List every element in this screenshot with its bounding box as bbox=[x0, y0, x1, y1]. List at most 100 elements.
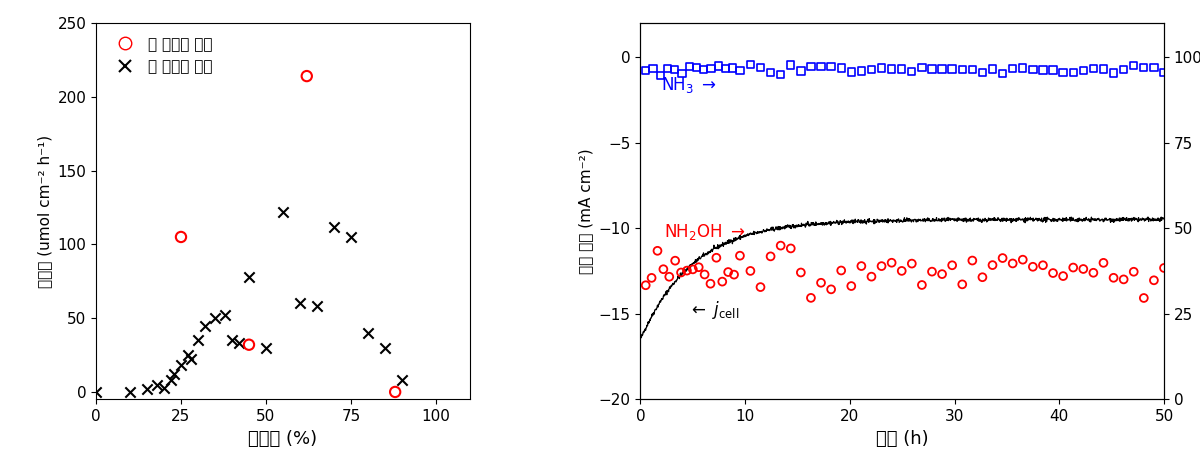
Point bbox=[1154, 69, 1174, 76]
Point bbox=[290, 300, 310, 307]
Point bbox=[1013, 256, 1032, 263]
Point bbox=[239, 341, 258, 348]
Text: NH$_2$OH $\rightarrow$: NH$_2$OH $\rightarrow$ bbox=[664, 222, 745, 242]
Point bbox=[1074, 265, 1093, 273]
Point bbox=[298, 73, 317, 80]
Point bbox=[172, 362, 191, 369]
Point bbox=[1145, 64, 1164, 71]
Point bbox=[923, 268, 942, 275]
Point bbox=[872, 263, 892, 270]
Point bbox=[1114, 66, 1133, 73]
Point bbox=[1054, 69, 1073, 76]
Point bbox=[686, 64, 706, 71]
Point bbox=[761, 253, 780, 260]
Point bbox=[1063, 68, 1082, 76]
Point bbox=[719, 269, 738, 276]
Point bbox=[137, 385, 156, 392]
Point bbox=[1114, 276, 1133, 283]
Point bbox=[716, 65, 736, 72]
Point bbox=[912, 64, 931, 71]
Point bbox=[932, 270, 952, 278]
Point bbox=[181, 356, 200, 363]
X-axis label: 전환률 (%): 전환률 (%) bbox=[248, 430, 318, 448]
Point bbox=[636, 67, 655, 74]
Y-axis label: 전류 밀도 (mA cm⁻²): 전류 밀도 (mA cm⁻²) bbox=[578, 148, 593, 274]
Point bbox=[1003, 65, 1022, 72]
Point bbox=[359, 329, 378, 336]
Point bbox=[953, 66, 972, 73]
Point bbox=[724, 64, 743, 72]
Point bbox=[216, 312, 235, 319]
Point bbox=[1104, 274, 1123, 281]
Point bbox=[677, 267, 696, 274]
Point bbox=[822, 285, 841, 293]
Point bbox=[643, 65, 662, 72]
Point bbox=[689, 263, 708, 271]
Point bbox=[392, 376, 412, 384]
Point bbox=[983, 262, 1002, 269]
Point bbox=[822, 63, 841, 70]
Point bbox=[942, 65, 961, 73]
Point bbox=[164, 370, 184, 378]
Text: NH$_3$ $\rightarrow$: NH$_3$ $\rightarrow$ bbox=[661, 74, 718, 95]
Point bbox=[841, 282, 860, 290]
Point bbox=[892, 267, 911, 274]
Point bbox=[1063, 264, 1082, 271]
Point bbox=[781, 245, 800, 252]
Point bbox=[740, 267, 760, 274]
Point bbox=[832, 267, 851, 274]
Point bbox=[694, 66, 713, 73]
Point bbox=[1033, 67, 1052, 74]
Point bbox=[1044, 66, 1063, 73]
Point bbox=[708, 62, 727, 70]
Point bbox=[751, 283, 770, 291]
Point bbox=[648, 247, 667, 254]
Point bbox=[672, 269, 691, 276]
Point bbox=[650, 72, 670, 79]
Point bbox=[962, 257, 982, 264]
Point bbox=[1104, 69, 1123, 77]
Point bbox=[385, 388, 404, 396]
Point bbox=[731, 252, 750, 259]
Point bbox=[120, 388, 139, 396]
Point bbox=[973, 69, 992, 77]
Point bbox=[1084, 65, 1103, 72]
Point bbox=[654, 266, 673, 273]
Point bbox=[341, 233, 360, 241]
Point bbox=[1013, 64, 1032, 72]
Point bbox=[1003, 260, 1022, 267]
Point bbox=[1054, 272, 1073, 280]
Point bbox=[882, 259, 901, 266]
Point bbox=[882, 66, 901, 73]
Y-axis label: 생산량 (umol cm⁻² h⁻¹): 생산량 (umol cm⁻² h⁻¹) bbox=[37, 134, 52, 288]
Point bbox=[660, 273, 679, 280]
Point bbox=[205, 314, 224, 322]
Point bbox=[1134, 64, 1153, 71]
Point bbox=[802, 63, 821, 70]
Point bbox=[707, 254, 726, 262]
Point bbox=[679, 63, 698, 70]
Point bbox=[672, 70, 691, 77]
Point bbox=[155, 384, 174, 391]
Point bbox=[1124, 62, 1144, 69]
Point bbox=[841, 68, 860, 76]
Point bbox=[1094, 65, 1114, 73]
Point bbox=[862, 66, 881, 73]
Point bbox=[665, 66, 684, 73]
Point bbox=[666, 257, 685, 264]
Point bbox=[239, 273, 258, 280]
Point bbox=[992, 254, 1012, 262]
Point bbox=[1024, 263, 1043, 270]
Point bbox=[942, 262, 961, 269]
Point bbox=[1124, 268, 1144, 275]
Point bbox=[791, 269, 810, 276]
Point bbox=[992, 70, 1012, 77]
Point bbox=[172, 233, 191, 241]
Point bbox=[872, 64, 892, 72]
X-axis label: 시간 (h): 시간 (h) bbox=[876, 430, 929, 448]
Point bbox=[1084, 269, 1103, 276]
Point bbox=[791, 67, 810, 74]
Point bbox=[772, 71, 791, 78]
Point bbox=[962, 66, 982, 73]
Point bbox=[188, 336, 208, 344]
